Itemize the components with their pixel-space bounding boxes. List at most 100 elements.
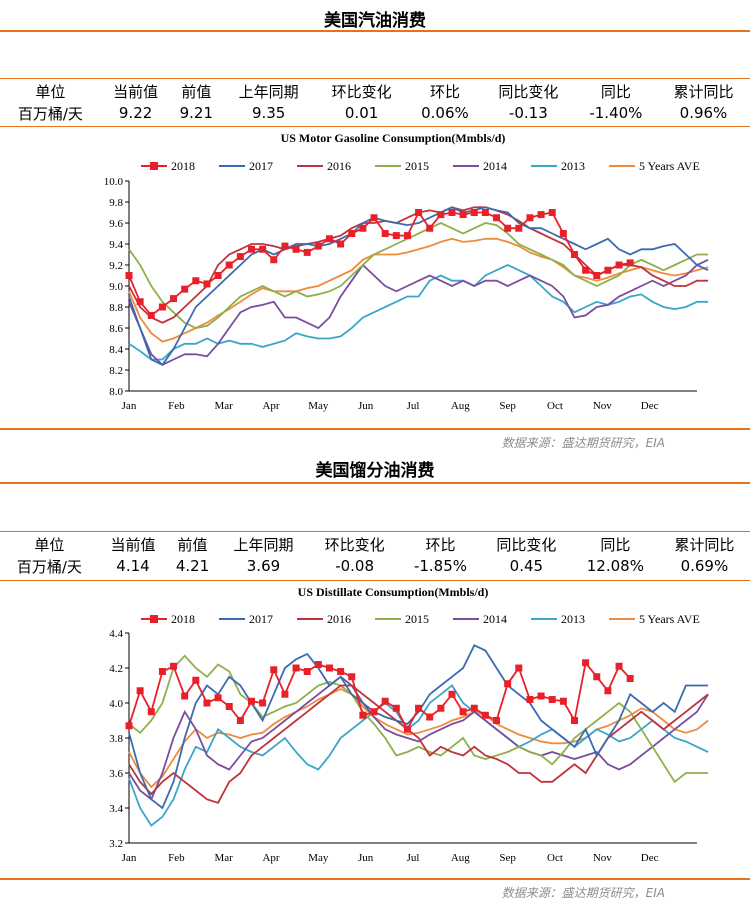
kpi-value: 9.22 — [118, 104, 153, 122]
series-line — [128, 660, 631, 732]
data-point — [337, 240, 345, 248]
x-tick-label: Mar — [215, 852, 234, 864]
data-point — [359, 711, 367, 719]
series-line — [128, 684, 709, 804]
y-tick-label: 9.4 — [109, 239, 123, 251]
legend-label: 2013 — [561, 159, 585, 173]
data-point — [225, 703, 233, 710]
data-point — [259, 699, 267, 707]
y-tick-label: 8.0 — [109, 386, 123, 398]
data-point — [515, 664, 523, 672]
x-tick-label: Dec — [641, 400, 659, 412]
kpi-value: 0.96% — [679, 104, 728, 122]
data-point — [125, 722, 133, 730]
data-point — [158, 668, 166, 675]
data-point — [214, 272, 222, 279]
data-point — [136, 687, 144, 695]
data-point — [281, 242, 289, 250]
legend-label: 2018 — [171, 159, 195, 173]
x-tick-label: Nov — [593, 852, 612, 864]
data-point — [626, 259, 634, 267]
y-tick-label: 8.2 — [109, 365, 123, 377]
data-point — [559, 697, 567, 705]
data-point — [493, 717, 501, 724]
data-point — [448, 209, 456, 216]
kpi-header-row: 单位 当前值 前值 上年同期 环比变化 环比 同比变化 同比 累计同比 — [0, 80, 750, 102]
data-point — [381, 697, 389, 705]
data-point — [259, 245, 267, 253]
kpi-value-row: 百万桶/天 4.14 4.21 3.69 -0.08 -1.85% 0.45 1… — [0, 555, 750, 577]
data-point — [348, 673, 356, 681]
data-point — [570, 251, 578, 258]
kpi-value: 0.69% — [680, 557, 729, 575]
data-point — [537, 692, 545, 700]
series-line — [128, 264, 709, 361]
divider — [0, 482, 750, 484]
x-tick-label: Jan — [122, 400, 137, 412]
kpi-header: 同比 — [600, 82, 631, 101]
legend-label: 5 Years AVE — [639, 612, 700, 626]
kpi-header: 单位 — [34, 535, 65, 554]
y-tick-label: 8.6 — [109, 323, 123, 335]
kpi-header: 环比 — [425, 535, 456, 554]
kpi-table-distillate: 单位 当前值 前值 上年同期 环比变化 环比 同比变化 同比 累计同比 百万桶/… — [0, 533, 750, 577]
data-point — [470, 209, 478, 216]
kpi-header: 累计同比 — [674, 535, 735, 554]
series-line — [128, 258, 709, 366]
data-point — [325, 664, 333, 672]
x-tick-label: Mar — [215, 400, 234, 412]
data-point — [203, 699, 211, 707]
data-point — [314, 242, 322, 250]
legend-label: 2016 — [327, 612, 351, 626]
legend-item: 2014 — [453, 159, 507, 173]
data-point — [459, 211, 467, 219]
series-line — [128, 237, 709, 343]
data-point — [426, 713, 434, 721]
data-point — [504, 224, 512, 232]
data-point — [604, 266, 612, 274]
kpi-value: -0.08 — [335, 557, 375, 575]
y-tick-label: 4.2 — [109, 663, 123, 675]
x-tick-label: Jan — [122, 852, 137, 864]
x-tick-label: Apr — [262, 400, 279, 412]
data-point — [593, 673, 601, 681]
kpi-header: 同比 — [600, 535, 631, 554]
data-point — [582, 266, 590, 274]
y-tick-label: 3.6 — [109, 768, 123, 780]
series-line — [128, 644, 709, 810]
kpi-value: 0.01 — [344, 104, 379, 122]
data-point — [526, 696, 534, 703]
kpi-header: 当前值 — [113, 82, 159, 101]
x-tick-label: Jul — [407, 400, 420, 412]
data-point — [582, 659, 590, 667]
data-point — [437, 211, 445, 219]
kpi-header: 环比变化 — [324, 535, 385, 554]
divider — [0, 428, 750, 430]
x-tick-label: Aug — [451, 400, 470, 412]
kpi-value: 百万桶/天 — [17, 104, 83, 123]
legend-item: 2017 — [219, 612, 273, 626]
chart-title: US Distillate Consumption(Mmbls/d) — [298, 585, 489, 599]
data-point — [214, 694, 222, 702]
data-point — [314, 661, 322, 668]
kpi-top-rule — [0, 78, 750, 79]
data-point — [548, 209, 556, 216]
kpi-header-row: 单位 当前值 前值 上年同期 环比变化 环比 同比变化 同比 累计同比 — [0, 533, 750, 555]
series-line — [128, 654, 709, 784]
data-point — [248, 245, 256, 253]
data-point — [248, 697, 256, 705]
kpi-header: 单位 — [35, 82, 66, 101]
kpi-value: 12.08% — [586, 557, 644, 575]
legend-item: 2015 — [375, 612, 429, 626]
legend-item: 5 Years AVE — [609, 612, 700, 626]
legend-label: 2017 — [249, 612, 273, 626]
legend-label: 5 Years AVE — [639, 159, 700, 173]
y-tick-label: 3.4 — [109, 803, 123, 815]
data-point — [359, 224, 367, 232]
data-point — [192, 277, 200, 285]
y-tick-label: 9.6 — [109, 218, 123, 230]
kpi-header: 上年同期 — [233, 535, 294, 554]
data-point — [281, 690, 289, 698]
data-point — [459, 708, 467, 716]
data-point — [604, 687, 612, 695]
